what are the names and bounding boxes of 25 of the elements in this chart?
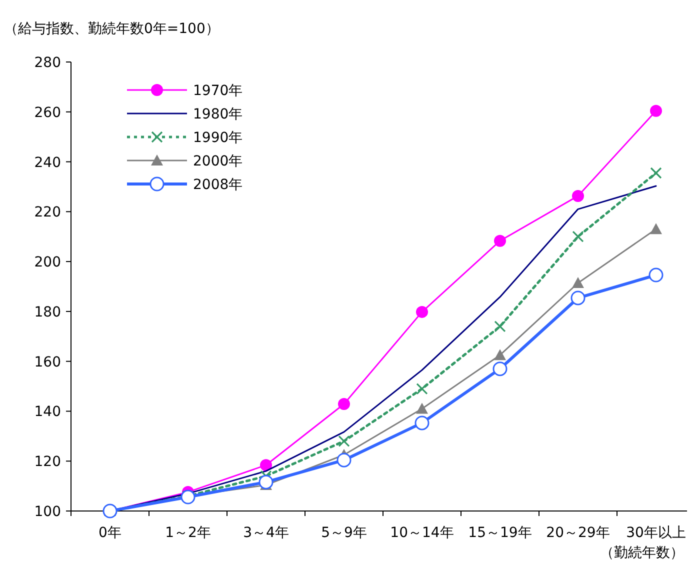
y-axis-title: （給与指数、勤続年数0年=100） bbox=[4, 20, 220, 38]
y-tick-label: 100 bbox=[34, 504, 61, 520]
x-tick-label: 0年 bbox=[98, 525, 122, 541]
legend-label: 1970年 bbox=[193, 83, 243, 99]
x-tick-label: 20～29年 bbox=[546, 525, 610, 541]
y-tick-label: 220 bbox=[34, 204, 61, 221]
legend-label: 1990年 bbox=[193, 130, 243, 146]
y-tick-label: 140 bbox=[34, 404, 61, 420]
x-tick-label: 15～19年 bbox=[468, 525, 532, 541]
y-tick-label: 200 bbox=[34, 254, 61, 271]
x-tick-label: 30年以上 bbox=[626, 525, 686, 541]
y-tick-label: 180 bbox=[34, 304, 61, 320]
x-axis-title: （勤続年数） bbox=[600, 544, 684, 562]
legend-label: 2000年 bbox=[193, 154, 243, 170]
legend-label: 1980年 bbox=[193, 106, 243, 122]
y-tick-label: 280 bbox=[34, 55, 61, 71]
y-tick-label: 160 bbox=[34, 354, 61, 370]
y-tick-label: 240 bbox=[34, 154, 61, 171]
legend-label: 2008年 bbox=[193, 177, 243, 193]
x-tick-label: 5～9年 bbox=[321, 525, 367, 541]
x-tick-label: 3～4年 bbox=[243, 525, 289, 541]
x-tick-label: 10～14年 bbox=[390, 525, 454, 541]
x-tick-label: 1～2年 bbox=[165, 525, 211, 541]
y-tick-label: 120 bbox=[34, 454, 61, 470]
y-tick-label: 260 bbox=[34, 104, 61, 121]
